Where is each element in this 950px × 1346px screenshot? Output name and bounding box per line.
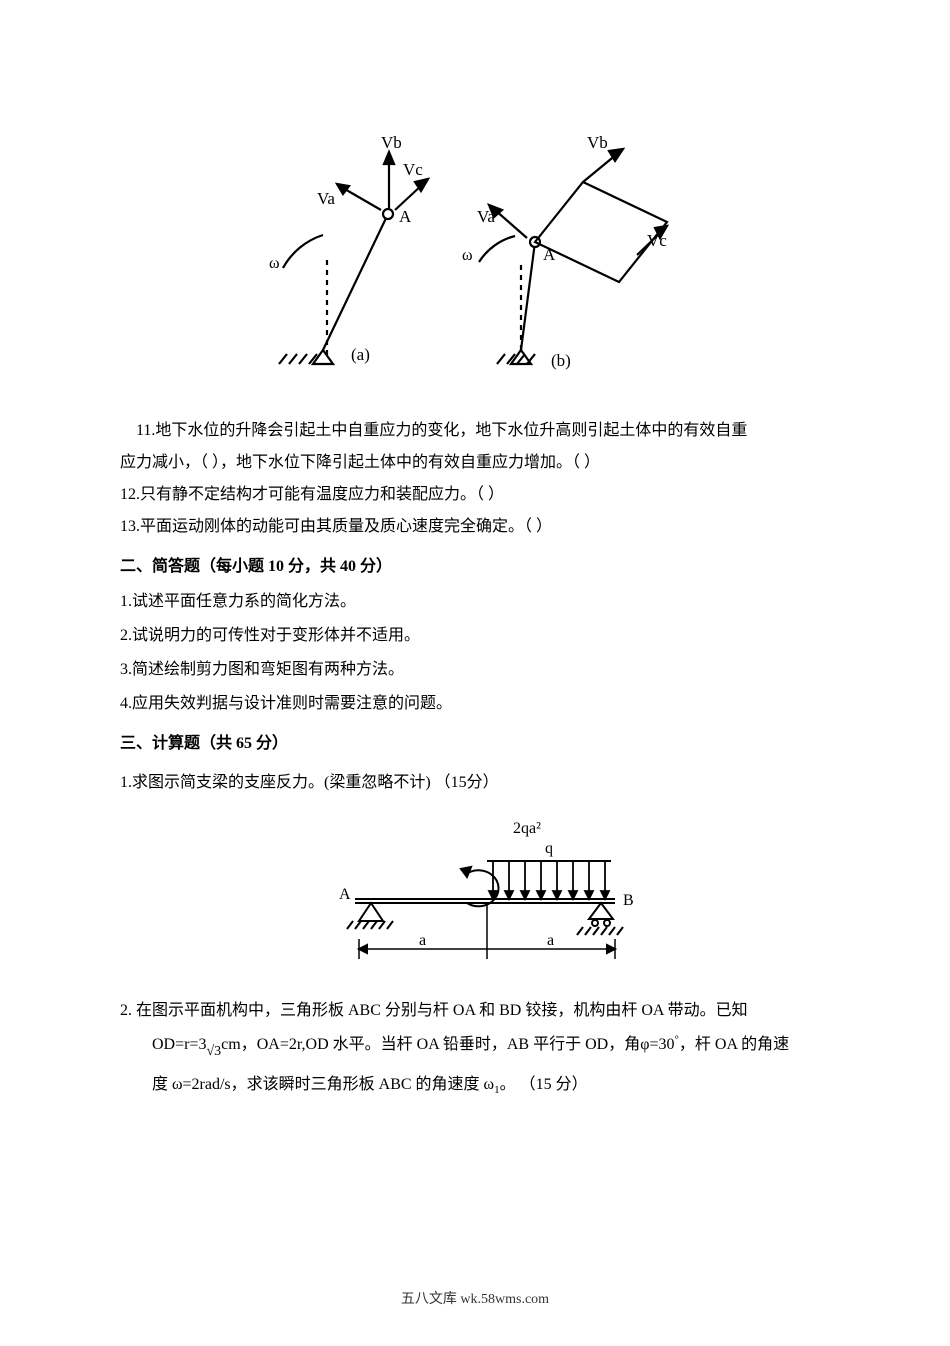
beam-B: B bbox=[623, 892, 634, 909]
beam-a1: a bbox=[419, 932, 426, 949]
short-q3: 3.简述绘制剪力图和弯矩图有两种方法。 bbox=[120, 654, 830, 686]
va-label-b: Va bbox=[477, 207, 495, 226]
short-q1: 1.试述平面任意力系的简化方法。 bbox=[120, 586, 830, 618]
omega-label-b: ω bbox=[462, 247, 473, 264]
vc-label-b: Vc bbox=[647, 231, 667, 250]
vb-label-b: Vb bbox=[587, 133, 608, 152]
calc2-l3a: 度 ω=2rad/s，求该瞬时三角形板 ABC 的角速度 ω bbox=[152, 1076, 494, 1093]
short-q2: 2.试说明力的可传性对于变形体并不适用。 bbox=[120, 620, 830, 652]
caption-b: (b) bbox=[551, 351, 571, 370]
short-q4: 4.应用失效判据与设计准则时需要注意的问题。 bbox=[120, 688, 830, 720]
calc2-30: 30 bbox=[658, 1036, 674, 1053]
beam-figure: A B 2qa² q bbox=[120, 809, 830, 974]
section3-title: 三、计算题（共 65 分） bbox=[120, 726, 830, 761]
q13: 13.平面运动刚体的动能可由其质量及质心速度完全确定。（ ） bbox=[120, 511, 830, 543]
calc2-l2d: ，杆 OA 的角速 bbox=[679, 1036, 789, 1053]
q11-line2: 应力减小，（ ），地下水位下降引起土体中的有效自重应力增加。（ ） bbox=[120, 447, 830, 479]
omega-label-a: ω bbox=[269, 255, 280, 272]
beam-A: A bbox=[339, 886, 351, 903]
mechanics-figure-top: ω Vb Va Vc A (a) bbox=[120, 60, 830, 375]
q12: 12.只有静不定结构才可能有温度应力和装配应力。（ ） bbox=[120, 479, 830, 511]
calc-q1: 1.求图示简支梁的支座反力。(梁重忽略不计) （15分） bbox=[120, 767, 830, 799]
calc2-l3b: 。 （15 分） bbox=[500, 1076, 588, 1093]
calc2-l2a: OD=r=3 bbox=[152, 1036, 206, 1053]
A-label-b: A bbox=[543, 245, 556, 264]
beam-a2: a bbox=[547, 932, 554, 949]
footer-text: 五八文库 wk.58wms.com bbox=[0, 1288, 950, 1308]
vb-label-a: Vb bbox=[381, 133, 402, 152]
calc2-l2: OD=r=3√3cm，OA=2r,OD 水平。当杆 OA 铅垂时，AB 平行于 … bbox=[120, 1028, 830, 1062]
va-label-a: Va bbox=[317, 189, 335, 208]
beam-svg: A B 2qa² q bbox=[295, 809, 655, 969]
vc-label-a: Vc bbox=[403, 160, 423, 179]
section2-title: 二、简答题（每小题 10 分，共 40 分） bbox=[120, 549, 830, 584]
mechanics-svg: ω Vb Va Vc A (a) bbox=[265, 60, 685, 370]
calc2-l3: 度 ω=2rad/s，求该瞬时三角形板 ABC 的角速度 ω1。 （15 分） bbox=[120, 1068, 830, 1102]
calc2-l1: 2. 在图示平面机构中，三角形板 ABC 分别与杆 OA 和 BD 铰接，机构由… bbox=[120, 994, 830, 1028]
calc-q2: 2. 在图示平面机构中，三角形板 ABC 分别与杆 OA 和 BD 铰接，机构由… bbox=[120, 994, 830, 1101]
beam-q: q bbox=[545, 840, 553, 857]
q11-line1: 11.地下水位的升降会引起土中自重应力的变化，地下水位升高则引起土体中的有效自重 bbox=[120, 415, 830, 447]
calc2-l2b: cm，OA=2r,OD 水平。当杆 OA 铅垂时，AB 平行于 OD，角 bbox=[221, 1036, 640, 1053]
beam-moment: 2qa² bbox=[513, 820, 541, 837]
caption-a: (a) bbox=[351, 345, 370, 364]
calc2-sqrt: √3 bbox=[206, 1044, 221, 1059]
A-label-a: A bbox=[399, 207, 412, 226]
